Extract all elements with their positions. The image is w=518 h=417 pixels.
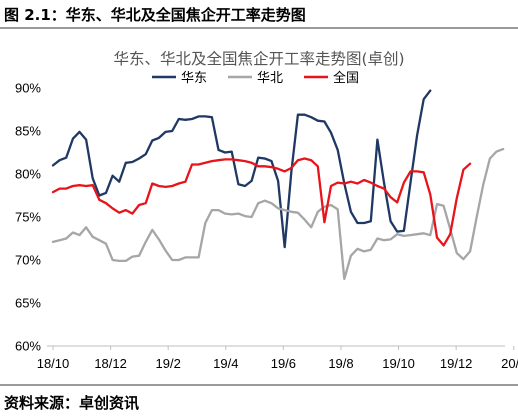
y-tick-label: 85%	[15, 124, 41, 139]
x-tick-label: 18/12	[94, 356, 127, 371]
line-chart: 华东、华北及全国焦企开工率走势图(卓创) 华东 华北 全国 60% 65% 70% 75%…	[15, 50, 518, 371]
source-note: 资料来源：卓创资讯	[4, 394, 140, 412]
series-line	[51, 147, 505, 281]
y-tick-label: 90%	[15, 81, 41, 96]
legend-label: 华北	[257, 71, 283, 86]
series-line	[51, 157, 472, 247]
figure-header: 图 2.1：华东、华北及全国焦企开工率走势图	[0, 0, 518, 29]
x-tick-label: 19/6	[271, 356, 296, 371]
x-tick-label: 18/10	[37, 356, 70, 371]
x-tick-label: 20/2	[501, 356, 518, 371]
y-tick-label: 70%	[15, 253, 41, 268]
figure-title: 图 2.1：华东、华北及全国焦企开工率走势图	[4, 6, 306, 24]
series-line	[51, 89, 432, 249]
y-tick-label: 65%	[15, 296, 41, 311]
x-axis: 18/10 18/12 19/2 19/4 19/6 19/8 19/10 19/12 20/2	[37, 345, 518, 371]
x-tick-label: 19/2	[156, 356, 181, 371]
y-tick-label: 60%	[15, 339, 41, 354]
x-tick-label: 19/8	[328, 356, 353, 371]
y-axis: 60% 65% 70% 75% 80% 85% 90%	[15, 81, 41, 354]
y-tick-label: 75%	[15, 210, 41, 225]
footer-divider	[0, 384, 518, 386]
chart-title: 华东、华北及全国焦企开工率走势图(卓创)	[113, 50, 404, 68]
x-tick-label: 19/4	[213, 356, 238, 371]
series-group	[51, 89, 505, 281]
y-tick-label: 80%	[15, 167, 41, 182]
header-divider	[0, 27, 518, 29]
legend: 华东 华北 全国	[152, 70, 359, 86]
x-tick-label: 19/12	[440, 356, 473, 371]
x-tick-label: 19/10	[382, 356, 415, 371]
legend-label: 华东	[181, 71, 207, 86]
legend-label: 全国	[333, 70, 359, 86]
figure-footer: 资料来源：卓创资讯	[0, 384, 518, 417]
